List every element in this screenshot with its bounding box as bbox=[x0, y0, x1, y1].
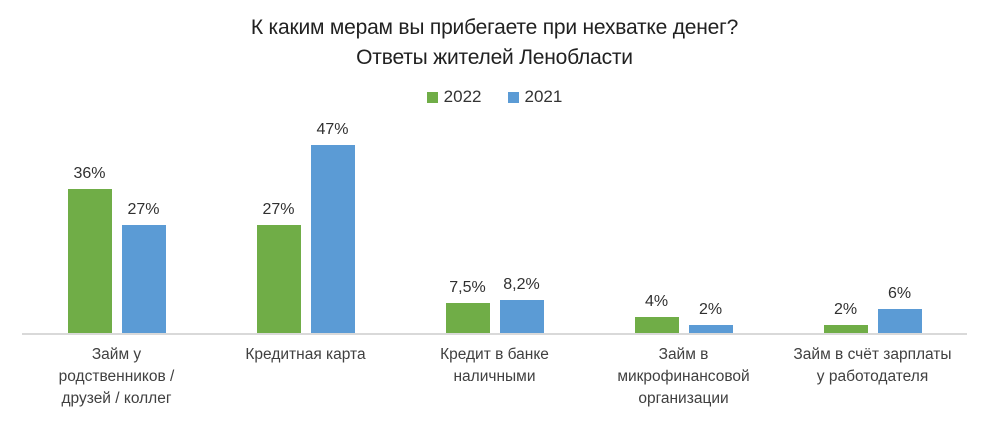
bar-value-label: 2% bbox=[698, 301, 723, 318]
chart-subtitle: Ответы жителей Ленобласти bbox=[356, 46, 633, 69]
category-label-line: наличными bbox=[453, 368, 536, 385]
bar-group-2: 27% 47% bbox=[211, 107, 400, 333]
chart-title: К каким мерам вы прибегаете при нехватке… bbox=[250, 16, 739, 39]
bar-2022-category-1: 36% bbox=[67, 165, 112, 333]
chart-title-block: К каким мерам вы прибегаете при нехватке… bbox=[0, 13, 989, 73]
bar-2021-category-4: 2% bbox=[688, 301, 733, 333]
category-axis: Займ у родственников / друзей / коллег Кред… bbox=[22, 335, 967, 410]
bar-group-4: 4% 2% bbox=[589, 107, 778, 333]
bar-value-label: 27% bbox=[262, 201, 295, 218]
category-label-line: Займ у bbox=[91, 346, 142, 363]
bar-2021-category-3: 8,2% bbox=[499, 276, 544, 333]
category-label-1: Займ у родственников / друзей / коллег bbox=[22, 335, 211, 410]
bar-group-3: 7,5% 8,2% bbox=[400, 107, 589, 333]
bar-value-label: 6% bbox=[887, 285, 912, 302]
plot-area: 36% 27% 27% 47% 7,5% 8,2% 4% 2% 2% 6% bbox=[22, 107, 967, 335]
bar-2022-category-2: 27% bbox=[256, 201, 301, 333]
bar-2021-category-1: 27% bbox=[121, 201, 166, 333]
bar-value-label: 36% bbox=[73, 165, 106, 182]
category-label-line: у работодателя bbox=[816, 368, 929, 385]
bar-value-label: 47% bbox=[316, 121, 349, 138]
category-label-line: Займ в счёт зарплаты bbox=[793, 346, 952, 363]
legend-swatch-icon bbox=[426, 91, 438, 103]
bar-group-1: 36% 27% bbox=[22, 107, 211, 333]
bar-2022-category-3: 7,5% bbox=[445, 279, 490, 333]
category-label-line: родственников / bbox=[58, 368, 175, 385]
legend-item-2021: 2021 bbox=[507, 87, 563, 107]
bar-2022-category-4: 4% bbox=[634, 293, 679, 333]
bar-2021-category-2: 47% bbox=[310, 121, 355, 333]
category-label-line: организации bbox=[638, 390, 729, 407]
chart-legend: 2022 2021 bbox=[0, 87, 989, 107]
legend-label: 2022 bbox=[443, 87, 482, 106]
bar-group-5: 2% 6% bbox=[778, 107, 967, 333]
category-label-line: Кредитная карта bbox=[245, 346, 366, 363]
legend-label: 2021 bbox=[524, 87, 563, 106]
legend-swatch-icon bbox=[507, 91, 519, 103]
bar-value-label: 27% bbox=[127, 201, 160, 218]
bar-value-label: 2% bbox=[833, 301, 858, 318]
bar-value-label: 8,2% bbox=[503, 276, 540, 294]
bar-value-label: 4% bbox=[644, 293, 669, 310]
category-label-2: Кредитная карта bbox=[211, 335, 400, 410]
category-label-5: Займ в счёт зарплаты у работодателя bbox=[778, 335, 967, 410]
category-label-3: Кредит в банке наличными bbox=[400, 335, 589, 410]
category-label-line: микрофинансовой bbox=[617, 368, 750, 385]
category-label-4: Займ в микрофинансовой организации bbox=[589, 335, 778, 410]
bar-2022-category-5: 2% bbox=[823, 301, 868, 333]
category-label-line: друзей / коллег bbox=[61, 390, 172, 407]
bar-2021-category-5: 6% bbox=[877, 285, 922, 333]
category-label-line: Кредит в банке bbox=[440, 346, 549, 363]
category-label-line: Займ в bbox=[658, 346, 709, 363]
legend-item-2022: 2022 bbox=[426, 87, 482, 107]
bar-value-label: 7,5% bbox=[449, 279, 486, 296]
